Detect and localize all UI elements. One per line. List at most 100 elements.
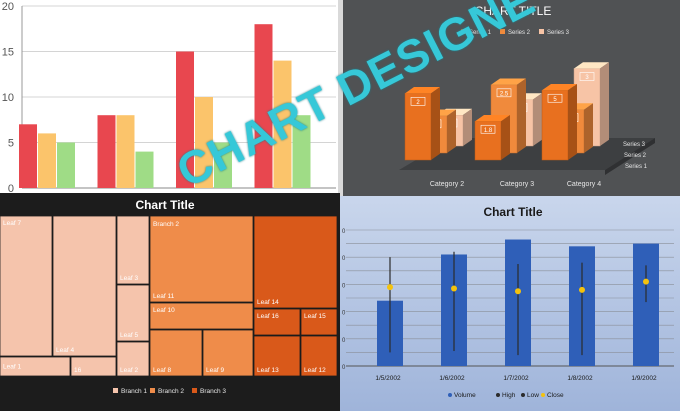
treemap-cell	[202, 329, 254, 377]
column-side	[568, 83, 577, 160]
legend-label: Branch 1	[121, 388, 147, 395]
legend-marker	[448, 393, 452, 397]
legend-label: Series 1	[469, 30, 492, 36]
treemap-leaf-label: Leaf 9	[206, 367, 224, 374]
category-label: Category 3	[500, 181, 534, 188]
treemap-leaf-label: Leaf 15	[304, 313, 326, 320]
column-top	[475, 114, 510, 122]
chart-title: Chart Title	[483, 205, 542, 219]
legend-label: Branch 3	[200, 388, 226, 395]
treemap-cell	[149, 215, 254, 303]
y-tick-label: 0	[342, 229, 346, 235]
bar	[273, 60, 292, 188]
treemap-leaf-label: Leaf 8	[153, 367, 171, 374]
data-label-box	[547, 93, 563, 103]
legend-marker	[541, 393, 545, 397]
treemap-cell	[0, 356, 71, 377]
legend-label: Branch 2	[158, 388, 184, 395]
treemap-cell	[253, 308, 301, 336]
bar	[38, 133, 56, 188]
close-marker	[643, 278, 649, 285]
x-tick-label: 1/7/2002	[503, 375, 529, 382]
bar	[19, 124, 37, 188]
column-side	[600, 62, 609, 147]
stock-chart-panel: Chart Title 0 0 0 0 0 0 1/5/2002 1/6/2002 1/7/200…	[340, 196, 680, 411]
x-tick-label: 1/8/2002	[567, 375, 593, 382]
treemap-chart: Chart Title Leaf 7 Leaf 4 Leaf 3 Leaf 5 Leaf …	[0, 198, 338, 395]
bar	[214, 142, 232, 188]
y-tick-label: 0	[342, 365, 346, 371]
column-side	[463, 108, 472, 146]
data-label: 2.5	[500, 91, 509, 97]
column-top	[405, 87, 440, 94]
treemap-leaf-label: Leaf 13	[257, 367, 279, 374]
treemap-leaf-label: Leaf 14	[257, 299, 279, 306]
data-label-box	[579, 72, 595, 81]
treemap-leaf-label: Leaf 7	[3, 220, 21, 227]
treemap-leaf-label: 16	[74, 367, 82, 374]
depth-axis-label: Series 3	[623, 142, 646, 148]
category-label: Category 4	[567, 181, 601, 188]
bar-chart-panel: 0 5 10 15 20	[0, 0, 338, 198]
data-label: 5	[553, 97, 557, 103]
column-side	[517, 78, 526, 153]
legend-swatch	[539, 29, 544, 34]
column-top	[542, 83, 577, 91]
treemap-cell	[300, 335, 338, 377]
y-tick-label: 10	[2, 92, 14, 104]
y-tick-label: 0	[342, 338, 346, 344]
x-tick-label: 1/5/2002	[375, 375, 401, 382]
data-label: 1.8	[484, 128, 493, 134]
treemap-leaf-label: Leaf 5	[120, 332, 138, 339]
y-tick-label: 0	[342, 283, 346, 289]
data-label-box	[480, 124, 496, 134]
column-side	[533, 93, 542, 146]
chart-floor-edge	[605, 138, 655, 175]
treemap-leaf-label: Leaf 2	[120, 367, 138, 374]
column-side	[447, 109, 456, 153]
x-tick-label: 1/6/2002	[439, 375, 465, 382]
legend-label: Low	[527, 392, 539, 399]
close-marker	[451, 285, 457, 292]
treemap-cell	[149, 329, 203, 377]
column-top	[491, 78, 526, 85]
y-tick-label: 15	[2, 47, 14, 59]
treemap-leaf-label: Leaf 3	[120, 275, 138, 282]
volume-bar	[633, 243, 659, 366]
depth-axis-label: Series 1	[625, 164, 648, 170]
treemap-cell	[116, 215, 150, 285]
column-side	[584, 103, 593, 153]
close-marker	[579, 286, 585, 293]
legend-swatch	[192, 388, 197, 393]
y-tick-label: 0	[8, 183, 14, 195]
data-label: 2	[416, 100, 420, 106]
x-tick-label: 1/9/2002	[631, 375, 657, 382]
treemap-cell	[52, 215, 117, 357]
legend-label: Series 3	[547, 30, 570, 36]
treemap-leaf-label: Leaf 10	[153, 307, 175, 314]
y-tick-label: 20	[2, 1, 14, 13]
legend-label: Close	[547, 392, 564, 399]
treemap-cell	[300, 308, 338, 336]
legend-marker	[521, 393, 525, 397]
bar	[176, 51, 194, 188]
treemap-cell	[253, 335, 301, 377]
stock-chart: Chart Title 0 0 0 0 0 0 1/5/2002 1/6/2002 1/7/200…	[342, 205, 674, 399]
legend-label: High	[502, 392, 516, 399]
bar	[97, 115, 116, 188]
treemap-cell	[149, 302, 254, 330]
treemap-cell	[253, 215, 338, 309]
bar	[57, 142, 75, 188]
legend-label: Volume	[454, 392, 476, 399]
y-tick-label: 0	[342, 311, 346, 317]
treemap-cell	[116, 341, 150, 377]
bar-chart: 0 5 10 15 20	[2, 1, 336, 195]
data-label-box	[496, 88, 512, 98]
bar	[116, 115, 135, 188]
treemap-cell	[70, 356, 117, 377]
legend-swatch	[500, 29, 505, 34]
treemap-leaf-label: Leaf 4	[56, 347, 74, 354]
data-label-box	[410, 97, 426, 106]
data-label: 3	[585, 75, 589, 81]
